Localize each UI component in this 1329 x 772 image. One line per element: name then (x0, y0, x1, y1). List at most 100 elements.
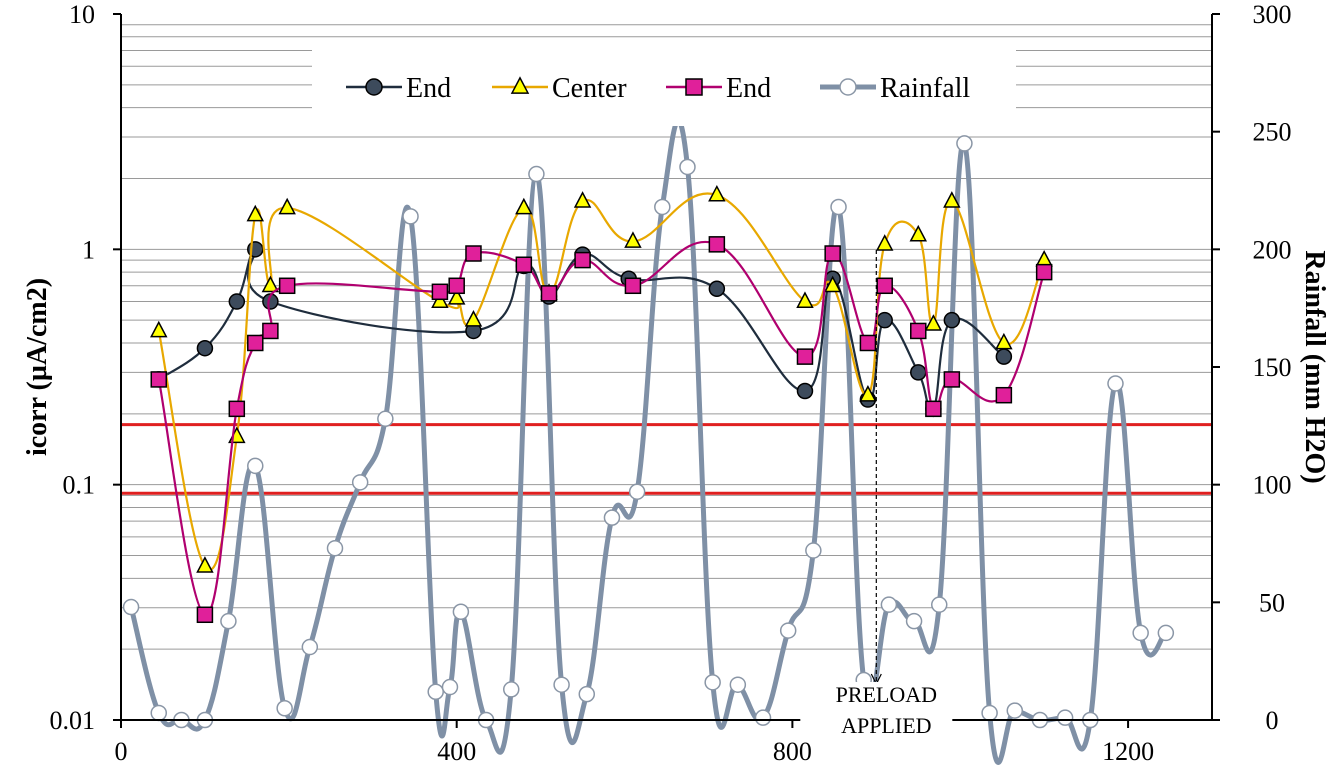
data-point (909, 224, 928, 242)
data-point (247, 457, 264, 475)
data-point (708, 184, 726, 202)
data-point (452, 603, 470, 620)
data-point (875, 234, 894, 251)
data-point (528, 165, 545, 183)
data-point (981, 704, 998, 722)
series-line (157, 192, 1046, 571)
legend-label: Rainfall (880, 73, 970, 104)
data-point (624, 277, 642, 295)
data-point (876, 277, 893, 295)
series-line (157, 240, 1046, 616)
legend: End Center End Rainfall (312, 48, 1016, 126)
data-point (515, 256, 533, 273)
data-point (704, 674, 721, 691)
data-point (540, 285, 558, 302)
data-point (628, 483, 646, 500)
data-point (859, 334, 877, 352)
data-point (880, 596, 898, 613)
series-rainfall-3 (122, 118, 1175, 765)
data-point (708, 280, 726, 297)
data-point (196, 606, 214, 624)
data-point (754, 709, 772, 726)
data-point (943, 371, 961, 388)
data-point (351, 474, 369, 491)
data-point (246, 204, 265, 222)
data-point (995, 332, 1013, 350)
data-point (431, 283, 449, 301)
data-point (708, 236, 726, 253)
data-point (510, 76, 530, 94)
data-point (196, 556, 214, 573)
data-point (876, 311, 893, 329)
data-point (685, 78, 703, 96)
data-point (995, 386, 1013, 404)
y2-tick-label: 250 (1253, 118, 1292, 147)
data-point (1157, 624, 1175, 642)
data-point (365, 78, 383, 96)
data-point (729, 676, 747, 693)
y2-tick-label: 150 (1253, 353, 1292, 382)
annotation-layer: PRELOAD APPLIED (800, 250, 953, 738)
data-point (925, 400, 942, 418)
data-point (196, 339, 214, 357)
data-point (1035, 263, 1053, 281)
data-point (262, 322, 279, 340)
legend-background (312, 48, 1016, 126)
data-point (910, 364, 927, 381)
data-point (824, 245, 841, 262)
data-point (823, 275, 842, 293)
data-point (464, 310, 483, 327)
y2-tick-label: 200 (1253, 235, 1292, 264)
data-point (943, 311, 961, 329)
x-tick-label: 0 (115, 737, 128, 766)
gridlines (121, 24, 1212, 721)
data-point (326, 539, 344, 557)
data-point (578, 685, 596, 703)
data-point (448, 277, 465, 295)
y2-tick-label: 100 (1253, 471, 1292, 500)
x-tick-label: 1200 (1102, 737, 1154, 766)
data-point (220, 612, 237, 630)
data-point (805, 542, 822, 559)
data-point (122, 598, 140, 616)
data-point (931, 596, 948, 613)
data-point (924, 314, 943, 331)
series-line (128, 118, 1168, 765)
data-point (956, 135, 973, 152)
data-point (150, 320, 168, 338)
data-point (1035, 249, 1053, 267)
data-point (515, 197, 533, 215)
y-tick-label: 0.01 (50, 706, 96, 735)
data-point (502, 681, 520, 698)
annotation-label: APPLIED (841, 713, 931, 738)
y2-tick-label: 300 (1253, 0, 1292, 29)
axes: 0 400 800 12000.010.1110050100150200250300i… (22, 0, 1329, 766)
data-point (859, 385, 877, 402)
annotation-label: PRELOAD (836, 682, 937, 707)
data-point (1056, 709, 1074, 726)
legend-label: End (726, 73, 771, 104)
data-point (228, 293, 246, 310)
data-point (553, 676, 570, 693)
data-point (624, 231, 642, 248)
data-point (905, 612, 923, 630)
y-tick-label: 10 (69, 0, 95, 29)
data-point (679, 158, 696, 176)
data-point (377, 410, 394, 428)
data-point (276, 699, 293, 717)
data-point (796, 348, 814, 365)
x-tick-label: 800 (773, 737, 812, 766)
data-point (995, 348, 1013, 365)
data-point (830, 198, 847, 216)
y-tick-label: 1 (82, 235, 95, 264)
data-point (943, 191, 961, 208)
y2-tick-label: 0 (1266, 706, 1279, 735)
data-point (431, 291, 449, 308)
series-center-1 (150, 184, 1053, 573)
data-point (228, 400, 246, 418)
data-point (573, 191, 592, 208)
data-point (910, 322, 927, 340)
y-tick-label: 0.1 (63, 471, 96, 500)
series-layer (122, 118, 1175, 765)
